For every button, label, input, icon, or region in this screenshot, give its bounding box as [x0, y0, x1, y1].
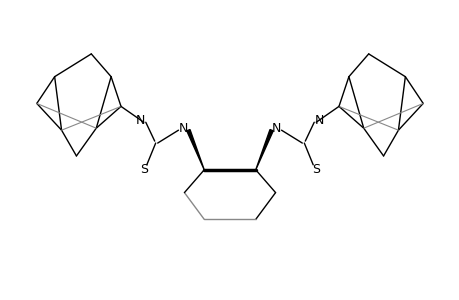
- Text: S: S: [312, 163, 319, 176]
- Text: N: N: [179, 122, 188, 135]
- Polygon shape: [255, 130, 273, 170]
- Text: S: S: [140, 163, 147, 176]
- Text: N: N: [314, 114, 323, 127]
- Text: N: N: [271, 122, 280, 135]
- Polygon shape: [186, 130, 204, 170]
- Text: N: N: [136, 114, 145, 127]
